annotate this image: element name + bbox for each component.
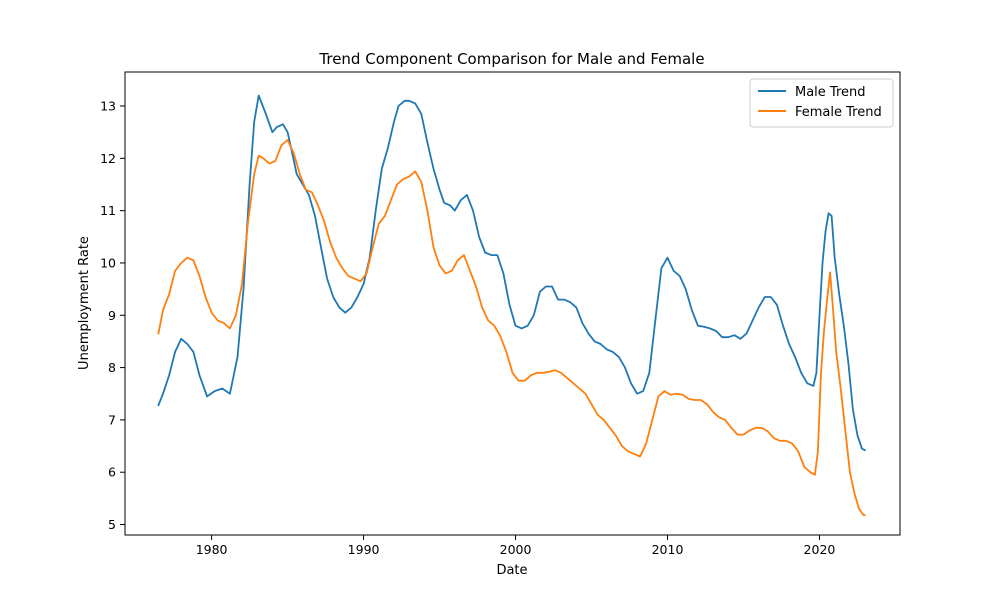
y-axis-label: Unemployment Rate <box>77 236 92 370</box>
x-tick-label: 1980 <box>196 542 228 557</box>
x-tick-label: 2000 <box>500 542 532 557</box>
legend-label-male: Male Trend <box>795 85 866 100</box>
x-axis-label: Date <box>496 563 527 578</box>
series-line-female-trend <box>157 139 866 516</box>
y-tick-label: 9 <box>108 308 116 323</box>
legend-label-female: Female Trend <box>795 105 882 120</box>
y-axis-ticks: 5 6 7 8 9 10 11 12 13 <box>100 99 125 532</box>
y-tick-label: 8 <box>108 360 116 375</box>
series-line-male-trend <box>157 94 866 452</box>
plot-lines <box>157 94 866 516</box>
y-tick-label: 7 <box>108 412 116 427</box>
y-tick-label: 12 <box>100 151 116 166</box>
x-tick-label: 2020 <box>804 542 836 557</box>
y-tick-label: 6 <box>108 465 116 480</box>
x-tick-label: 1990 <box>348 542 380 557</box>
x-axis-ticks: 1980 1990 2000 2010 2020 <box>196 535 836 557</box>
y-tick-label: 10 <box>100 255 116 270</box>
legend: Male Trend Female Trend <box>749 78 894 128</box>
y-tick-label: 11 <box>100 203 116 218</box>
y-tick-label: 13 <box>100 99 116 114</box>
y-tick-label: 5 <box>108 517 116 532</box>
x-tick-label: 2010 <box>652 542 684 557</box>
chart-title: Trend Component Comparison for Male and … <box>318 50 704 68</box>
plot-frame <box>124 71 901 536</box>
